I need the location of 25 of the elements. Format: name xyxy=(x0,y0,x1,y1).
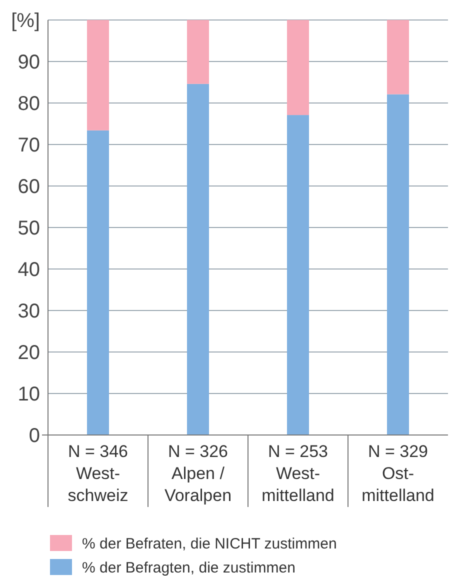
bar xyxy=(87,130,109,435)
y-tick-label: 20 xyxy=(18,342,40,364)
y-tick-label: 90 xyxy=(18,52,40,74)
x-tick-label: N = 329 Ost- mittelland xyxy=(362,442,434,505)
bar xyxy=(187,84,209,435)
y-tick-label: 10 xyxy=(18,384,40,406)
bar xyxy=(87,20,109,130)
y-tick-label: 60 xyxy=(18,176,40,198)
x-tick-label: N = 326 Alpen / Voralpen xyxy=(164,442,232,505)
x-tick-label: N = 253 West- mittelland xyxy=(262,442,334,505)
bar xyxy=(387,94,409,435)
legend-label: % der Befraten, die NICHT zustimmen xyxy=(82,535,337,552)
y-tick-label: 40 xyxy=(18,259,40,281)
bar xyxy=(287,115,309,435)
bar xyxy=(187,20,209,84)
legend-label: % der Befragten, die zustimmen xyxy=(82,559,296,576)
bar xyxy=(287,20,309,116)
y-tick-label: 30 xyxy=(18,300,40,322)
bar xyxy=(387,20,409,94)
y-tick-label: 80 xyxy=(18,93,40,115)
y-tick-label: 0 xyxy=(28,425,40,447)
y-tick-label: [%] xyxy=(11,10,40,32)
y-tick-label: 50 xyxy=(18,218,40,240)
x-tick-label: N = 346 West- schweiz xyxy=(68,442,128,505)
y-tick-label: 70 xyxy=(18,134,40,156)
